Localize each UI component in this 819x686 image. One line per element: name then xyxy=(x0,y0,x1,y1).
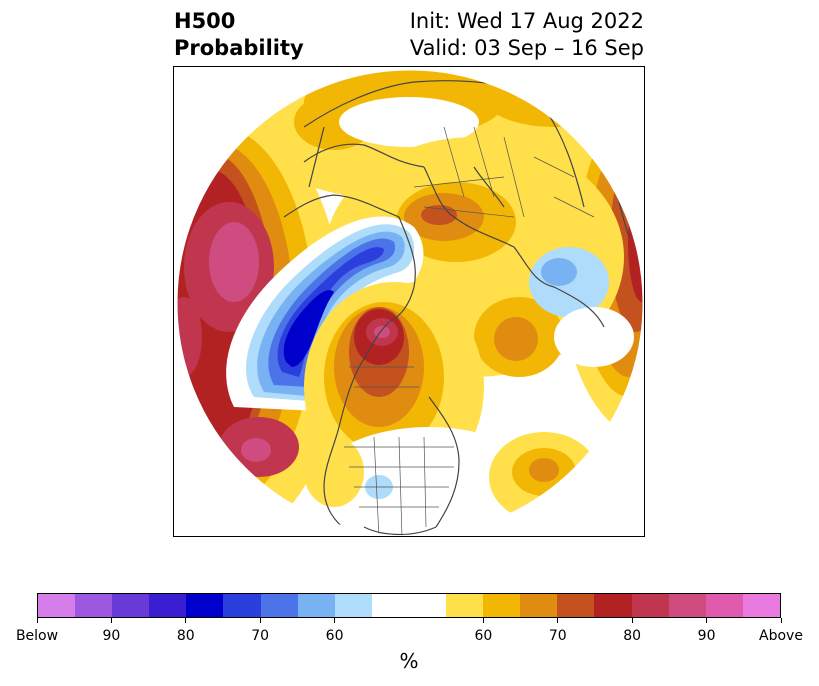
colorbar-segment xyxy=(260,594,298,617)
colorbar-tick xyxy=(36,618,38,623)
colorbar-tick-label: 60 xyxy=(474,628,493,644)
colorbar-segment xyxy=(334,594,372,617)
colorbar-segment xyxy=(297,594,335,617)
colorbar-segment xyxy=(112,594,150,617)
anomaly-alaska-negative xyxy=(226,216,424,412)
colorbar-segment xyxy=(631,594,669,617)
anomaly-europe-negative xyxy=(529,247,634,367)
valid-period: Valid: 03 Sep – 16 Sep xyxy=(409,36,644,60)
colorbar-tick-label: 80 xyxy=(623,628,642,644)
colorbar-segment xyxy=(705,594,743,617)
colorbar-segment xyxy=(186,594,224,617)
borders xyxy=(344,126,595,536)
colorbar-segment xyxy=(408,594,447,617)
colorbar-tick xyxy=(557,618,559,623)
colorbar-tick-label: 70 xyxy=(548,628,567,644)
anomaly-atlantic-positive xyxy=(489,432,599,522)
colorbar-segment xyxy=(446,594,484,617)
colorbar-tick-label: 70 xyxy=(251,628,270,644)
colorbar-segment xyxy=(75,594,113,617)
colorbar-segment xyxy=(520,594,558,617)
colorbar-segment xyxy=(223,594,261,617)
colorbar-segment xyxy=(371,594,409,617)
colorbar-tick xyxy=(780,618,782,623)
colorbar-tick xyxy=(631,618,633,623)
probability-colorbar xyxy=(37,593,781,618)
colorbar-tick-label: Below xyxy=(15,628,59,644)
colorbar-segment xyxy=(594,594,632,617)
colorbar-segment xyxy=(668,594,706,617)
colorbar-tick xyxy=(110,618,112,623)
probability-map xyxy=(173,66,645,537)
title-variable: H500 xyxy=(174,9,236,33)
map-title: H500 Probability xyxy=(174,8,304,62)
map-canvas xyxy=(176,69,644,536)
colorbar-tick-label: 80 xyxy=(176,628,195,644)
init-date: Init: Wed 17 Aug 2022 xyxy=(409,9,644,33)
forecast-dates: Init: Wed 17 Aug 2022 Valid: 03 Sep – 16… xyxy=(410,8,644,62)
colorbar-tick xyxy=(185,618,187,623)
colorbar-segment xyxy=(557,594,595,617)
colorbar-segment xyxy=(483,594,521,617)
colorbar-tick xyxy=(259,618,261,623)
colorbar-tick-label: 90 xyxy=(102,628,121,644)
colorbar-tick-label: Above xyxy=(759,628,803,644)
title-product: Probability xyxy=(174,36,304,60)
colorbar-segment xyxy=(742,594,780,617)
colorbar-tick-label: 90 xyxy=(697,628,716,644)
colorbar-tick xyxy=(334,618,336,623)
colorbar-unit-label: % xyxy=(399,649,419,673)
colorbar-tick-label: 60 xyxy=(325,628,344,644)
colorbar-tick xyxy=(706,618,708,623)
colorbar-segment xyxy=(149,594,187,617)
colorbar-segment xyxy=(38,594,76,617)
colorbar-tick xyxy=(482,618,484,623)
